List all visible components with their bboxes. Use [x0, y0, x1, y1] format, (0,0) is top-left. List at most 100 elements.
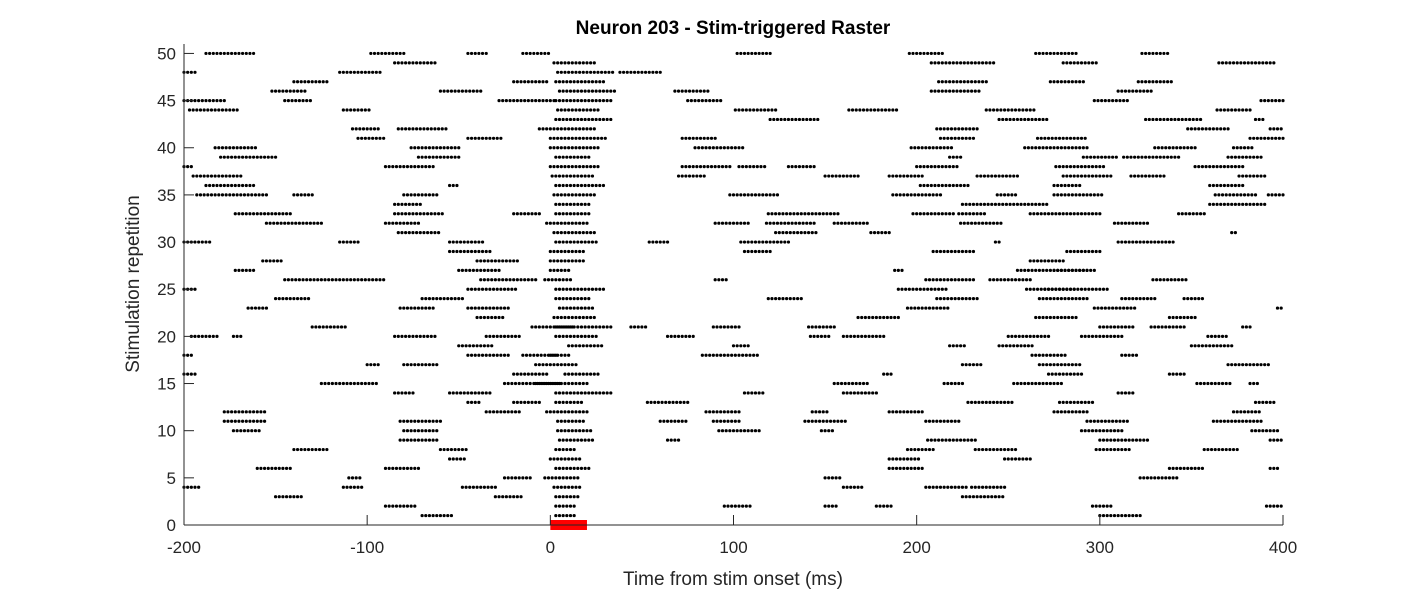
spike-marker — [424, 193, 428, 197]
spike-marker — [962, 61, 966, 65]
spike-marker — [349, 108, 353, 112]
spike-marker — [722, 504, 726, 508]
spike-marker — [437, 212, 441, 216]
spike-marker — [975, 297, 979, 301]
spike-marker — [548, 410, 552, 414]
spike-marker — [960, 495, 965, 499]
spike-marker — [365, 127, 369, 131]
spike-marker — [766, 297, 770, 301]
spike-marker — [565, 476, 569, 480]
spike-marker — [420, 429, 424, 433]
spike-marker — [733, 419, 737, 423]
spike-marker — [971, 212, 976, 216]
spike-marker — [197, 240, 201, 244]
spike-marker — [711, 146, 715, 150]
spike-marker — [601, 325, 606, 329]
spike-marker — [1140, 155, 1144, 159]
spike-marker — [1233, 419, 1237, 423]
spike-marker — [332, 325, 336, 329]
spike-marker — [1253, 61, 1258, 65]
spike-marker — [275, 259, 280, 263]
spike-marker — [585, 221, 589, 225]
spike-marker — [1125, 419, 1129, 423]
spike-marker — [1270, 98, 1274, 103]
spike-marker — [585, 193, 589, 197]
spike-marker — [797, 221, 802, 225]
spike-marker — [1266, 98, 1270, 103]
spike-marker — [1268, 61, 1272, 65]
spike-marker — [1244, 155, 1248, 159]
spike-marker — [462, 457, 466, 461]
spike-marker — [1061, 400, 1065, 404]
spike-marker — [557, 98, 562, 103]
spike-marker — [1039, 212, 1043, 216]
spike-marker — [808, 165, 813, 169]
spike-marker — [1052, 268, 1056, 272]
spike-marker — [790, 221, 794, 225]
spike-marker — [557, 240, 562, 244]
spike-marker — [849, 174, 853, 178]
spike-marker — [887, 108, 891, 112]
spike-marker — [482, 268, 486, 272]
spike-marker — [264, 259, 269, 263]
spike-marker — [1237, 363, 1241, 367]
spike-marker — [612, 89, 617, 93]
spike-marker — [515, 212, 519, 216]
spike-marker — [447, 183, 452, 188]
spike-marker — [856, 315, 860, 320]
spike-marker — [1231, 410, 1236, 414]
spike-marker — [1111, 155, 1115, 159]
spike-marker — [1006, 278, 1010, 282]
spike-marker — [1123, 438, 1128, 442]
spike-marker — [413, 438, 417, 442]
spike-marker — [1235, 61, 1239, 65]
spike-marker — [231, 429, 236, 433]
spike-marker — [1213, 381, 1217, 386]
spike-marker — [935, 485, 939, 489]
spike-marker — [283, 278, 287, 282]
spike-marker — [230, 183, 234, 188]
spike-marker — [933, 165, 937, 169]
spike-marker — [1274, 136, 1278, 140]
spike-marker — [420, 146, 424, 150]
spike-marker — [927, 193, 932, 197]
spike-marker — [480, 353, 485, 357]
spike-marker — [407, 334, 411, 338]
spike-marker — [971, 249, 976, 254]
spike-marker — [849, 485, 853, 489]
spike-marker — [845, 485, 849, 489]
spike-marker — [1263, 136, 1267, 140]
spike-marker — [572, 297, 576, 301]
spike-marker — [222, 410, 226, 414]
spike-marker — [341, 240, 345, 244]
spike-marker — [781, 231, 785, 235]
spike-marker — [687, 165, 692, 169]
spike-marker — [539, 51, 543, 56]
spike-marker — [977, 89, 981, 93]
spike-marker — [1180, 117, 1184, 122]
spike-marker — [557, 287, 562, 291]
spike-marker — [1123, 221, 1128, 225]
spike-marker — [794, 117, 798, 122]
spike-marker — [490, 259, 494, 263]
spike-marker — [583, 287, 587, 291]
spike-marker — [374, 381, 378, 386]
spike-marker — [869, 108, 873, 112]
spike-marker — [530, 325, 534, 329]
spike-marker — [596, 165, 600, 169]
spike-marker — [911, 287, 915, 291]
spike-marker — [554, 80, 558, 84]
spike-marker — [1067, 146, 1071, 150]
spike-marker — [1100, 155, 1104, 159]
spike-marker — [391, 504, 395, 508]
spike-marker — [1191, 117, 1195, 122]
spike-marker — [402, 363, 406, 367]
spike-marker — [1189, 344, 1194, 348]
spike-marker — [477, 51, 481, 56]
spike-marker — [852, 174, 856, 178]
spike-marker — [1175, 476, 1179, 480]
spike-marker — [1228, 61, 1232, 65]
spike-marker — [719, 419, 723, 423]
spike-marker — [1158, 174, 1162, 178]
spike-marker — [557, 504, 562, 508]
